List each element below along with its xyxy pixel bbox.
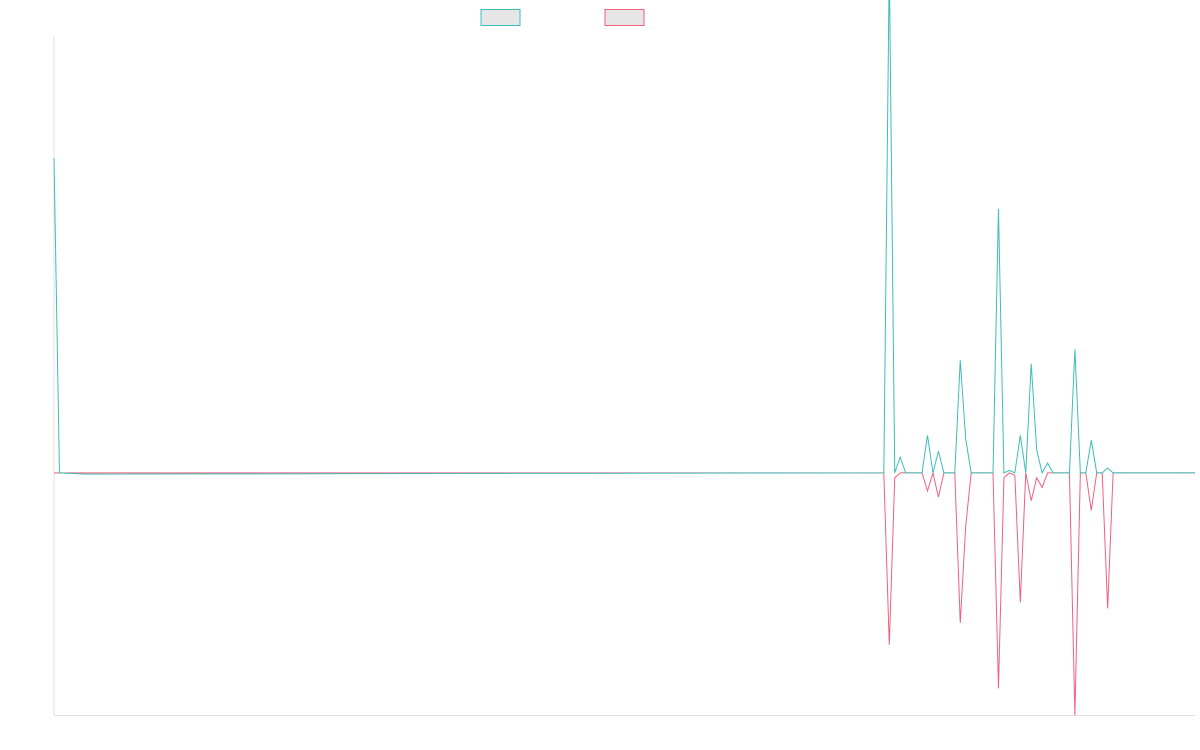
axes [53,37,1195,716]
series-line-pink [54,470,1195,716]
legend-swatch-teal[interactable] [480,9,521,26]
series-layer [53,0,1195,716]
legend-swatch-pink[interactable] [604,9,645,26]
series-line-teal [53,0,1195,475]
legend [480,9,645,26]
